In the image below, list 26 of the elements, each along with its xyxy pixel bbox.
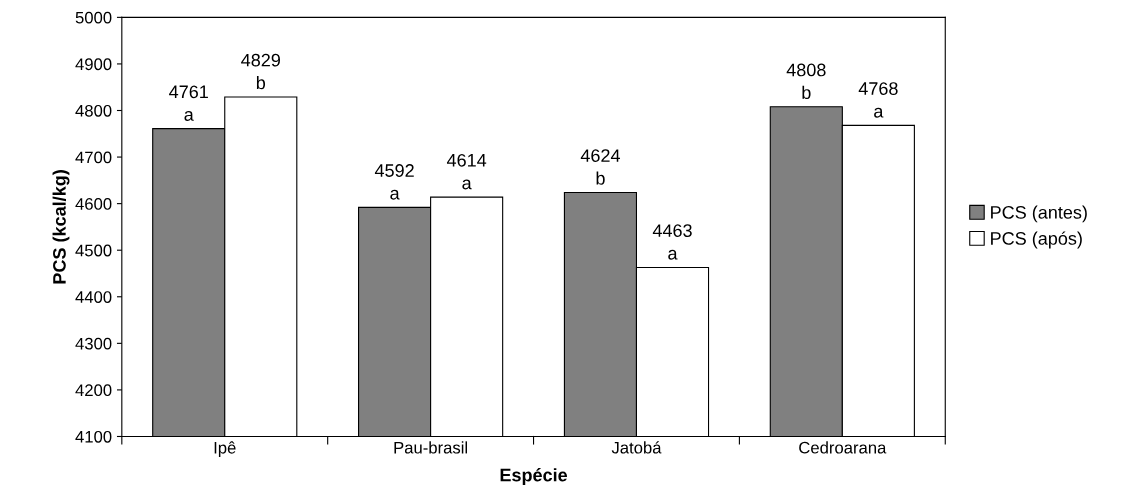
data-label: 4761 a xyxy=(169,85,208,121)
y-axis-title: PCS (kcal/kg) xyxy=(52,170,70,284)
data-label: 4592 a xyxy=(374,164,414,200)
y-tick-label: 4200 xyxy=(75,384,112,397)
data-label: 4614 a xyxy=(446,153,487,190)
y-tick-label: 5000 xyxy=(75,11,112,24)
x-tick-label: Jatobá xyxy=(611,441,662,454)
legend-label: PCS (após) xyxy=(991,231,1082,249)
y-tick-label: 4600 xyxy=(75,198,112,210)
data-label: 4463 a xyxy=(652,224,692,260)
y-tick-label: 4800 xyxy=(75,104,112,117)
y-tick-label: 4300 xyxy=(75,337,112,350)
x-tick-label: Ipê xyxy=(214,441,236,457)
y-tick-label: 4700 xyxy=(75,151,112,164)
x-tick-label: Cedroarana xyxy=(799,441,887,454)
x-axis-title: Espécie xyxy=(500,468,568,486)
data-label: 4624 b xyxy=(580,149,621,185)
y-tick-label: 4500 xyxy=(75,244,112,257)
data-label: 4768 a xyxy=(858,82,898,118)
legend-label: PCS (antes) xyxy=(991,205,1087,223)
data-label: 4829 b xyxy=(241,53,281,90)
data-label: 4808 b xyxy=(786,63,826,100)
x-tick-label: Pau-brasil xyxy=(394,441,468,454)
y-tick-label: 4900 xyxy=(75,58,112,71)
y-tick-label: 4400 xyxy=(75,291,112,303)
y-tick-label: 4100 xyxy=(75,430,112,443)
